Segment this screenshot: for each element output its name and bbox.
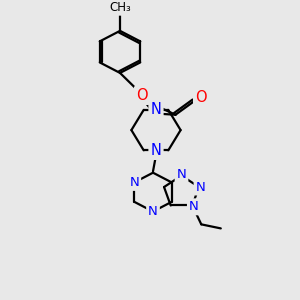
Text: N: N: [177, 168, 186, 181]
Text: N: N: [151, 102, 161, 117]
Text: CH₃: CH₃: [109, 1, 131, 14]
Text: N: N: [129, 176, 139, 189]
Text: O: O: [195, 90, 207, 105]
Text: N: N: [148, 205, 158, 218]
Text: N: N: [189, 200, 199, 213]
Text: N: N: [151, 143, 161, 158]
Text: N: N: [196, 181, 205, 194]
Text: O: O: [136, 88, 148, 103]
